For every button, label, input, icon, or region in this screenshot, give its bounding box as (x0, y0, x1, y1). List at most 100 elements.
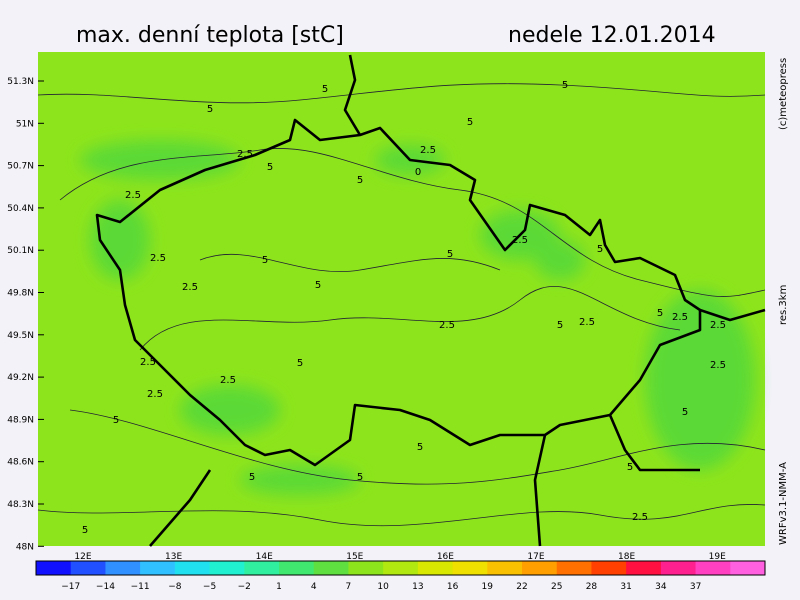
contour-label: 5 (315, 280, 321, 291)
contour-label: 2.5 (579, 317, 595, 328)
title: max. denní teplota [stC] (76, 23, 344, 48)
contour-label: 5 (557, 320, 563, 331)
lat-label: 48N (16, 542, 34, 552)
lon-label: 12E (74, 552, 91, 562)
contour-label: 2.5 (140, 357, 156, 368)
colorbar-segment (522, 561, 558, 575)
colorbar-tick-label: 16 (447, 582, 459, 592)
lon-label: 14E (256, 552, 273, 562)
contour-label: 2.5 (125, 190, 141, 201)
colorbar-tick-label: −11 (131, 582, 150, 592)
lat-label: 50.4N (7, 204, 34, 214)
colorbar-tick-label: 31 (620, 582, 631, 592)
lat-label: 49.8N (7, 289, 34, 299)
contour-label: 5 (597, 244, 603, 255)
lat-label: 48.6N (7, 458, 34, 468)
contour-label: 5 (322, 84, 328, 95)
colorbar-tick-label: 7 (346, 582, 352, 592)
lon-label: 19E (709, 552, 726, 562)
contour-label: 5 (82, 525, 88, 536)
contour-label: 5 (627, 462, 633, 473)
colorbar-segment (487, 561, 523, 575)
lat-label: 51.3N (7, 77, 34, 87)
lat-label: 49.2N (7, 373, 34, 383)
colorbar-tick-label: 1 (276, 582, 282, 592)
credit: (c)meteopress (778, 58, 789, 130)
contour-label: 2.5 (237, 149, 253, 160)
colorbar-segment (348, 561, 384, 575)
contour-label: 2.5 (420, 145, 436, 156)
contour-label: 5 (262, 255, 268, 266)
contour-label: 5 (682, 407, 688, 418)
colorbar-tick-label: 13 (412, 582, 423, 592)
contour-label: 5 (657, 308, 663, 319)
contour-label: 5 (357, 175, 363, 186)
contour-label: 5 (357, 472, 363, 483)
colorbar-tick-label: 25 (551, 582, 562, 592)
contour-label: 2.5 (220, 375, 236, 386)
colorbar-segment (209, 561, 245, 575)
contour-label: 2.5 (512, 235, 528, 246)
lat-label: 50.7N (7, 162, 34, 172)
lon-label: 16E (437, 552, 454, 562)
contour-label: 5 (562, 80, 568, 91)
colorbar-segment (174, 561, 211, 575)
colorbar-tick-label: 34 (655, 582, 667, 592)
contour-label: 5 (113, 415, 119, 426)
contour-label: 5 (297, 358, 303, 369)
lon-label: 15E (346, 552, 363, 562)
lat-label: 48.3N (7, 500, 34, 510)
colorbar-tick-label: 22 (516, 582, 527, 592)
colorbar-segment (730, 561, 766, 575)
colorbar-segment (70, 561, 106, 575)
colorbar-segment (626, 561, 662, 575)
colorbar-segment (383, 561, 419, 575)
resolution: res.3km (778, 285, 789, 325)
contour-label: 2.5 (150, 253, 166, 264)
colorbar-segment (313, 561, 349, 575)
colorbar-tick-label: −2 (238, 582, 251, 592)
lat-label: 50.1N (7, 246, 34, 256)
lon-label: 18E (618, 552, 635, 562)
contour-label: 5 (467, 117, 473, 128)
contour-label: 2.5 (182, 282, 198, 293)
colorbar-tick-label: −14 (96, 582, 115, 592)
colorbar-tick-label: 10 (377, 582, 389, 592)
colorbar-tick-label: −17 (61, 582, 80, 592)
contour-label: 5 (249, 472, 255, 483)
colorbar-segment (36, 561, 72, 575)
colorbar-tick-label: 37 (690, 582, 701, 592)
contour-label: 2.5 (147, 389, 163, 400)
date: nedele 12.01.2014 (508, 23, 716, 48)
lon-label: 17E (527, 552, 544, 562)
lat-label: 48.9N (7, 415, 34, 425)
colorbar-tick-label: −8 (168, 582, 182, 592)
colorbar-tick-label: −5 (203, 582, 216, 592)
contour-label: 5 (417, 442, 423, 453)
colorbar-segment (244, 561, 280, 575)
colorbar-segment (140, 561, 176, 575)
contour-label: 2.5 (710, 360, 726, 371)
colorbar-segment (695, 561, 731, 575)
colorbar-segment (417, 561, 454, 575)
contour-label: 5 (207, 104, 213, 115)
contours (37, 83, 766, 527)
colorbar-segment (279, 561, 315, 575)
model: WRFv3.1-NMM-A (778, 462, 789, 545)
borders (95, 54, 766, 547)
map-area (38, 52, 765, 546)
contour-label: 2.5 (632, 512, 648, 523)
colorbar-tick-label: 19 (482, 582, 494, 592)
contour-label: 2.5 (672, 312, 688, 323)
colorbar-tick-label: 4 (311, 582, 317, 592)
contour-label: 5 (447, 249, 453, 260)
colorbar-segment (591, 561, 627, 575)
colorbar-tick-label: 28 (586, 582, 598, 592)
colorbar-segment (105, 561, 141, 575)
lat-label: 49.5N (7, 331, 34, 341)
colorbar-segment (556, 561, 592, 575)
lon-label: 13E (165, 552, 182, 562)
contour-label: 0 (415, 167, 421, 178)
colorbar-frame (35, 560, 766, 576)
